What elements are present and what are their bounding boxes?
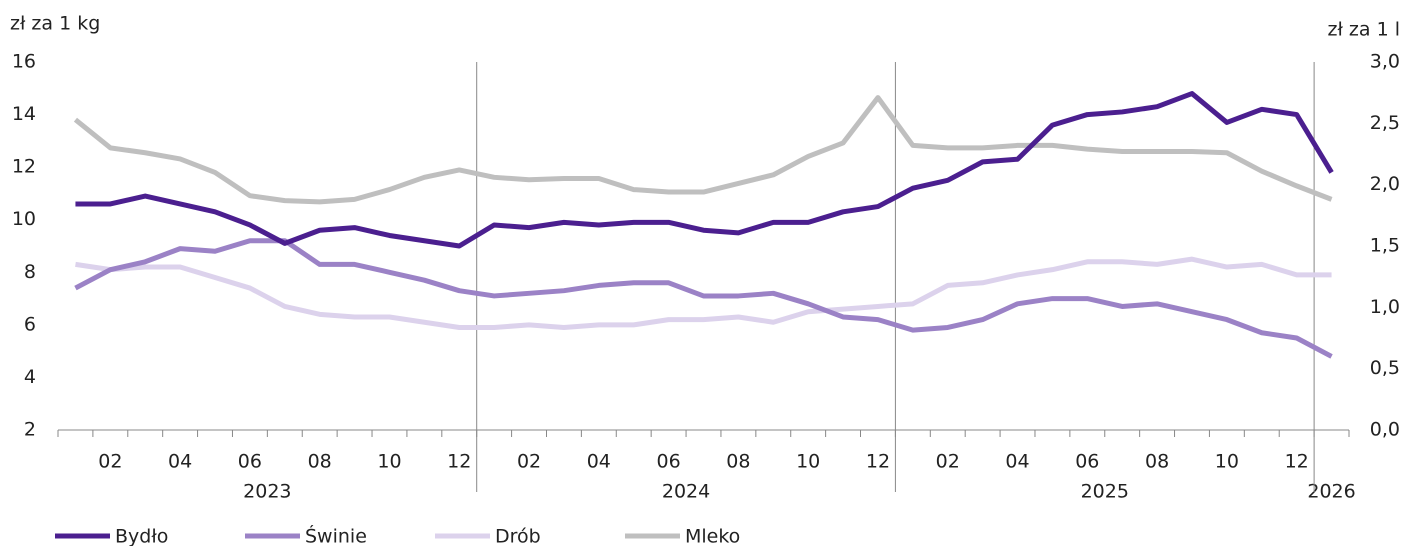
x-tick-label: 04 bbox=[587, 451, 611, 473]
year-label: 2023 bbox=[243, 481, 291, 503]
x-tick-label: 08 bbox=[308, 451, 332, 473]
x-tick-label: 06 bbox=[1075, 451, 1099, 473]
legend-label: Mleko bbox=[685, 526, 740, 546]
series-line bbox=[75, 91, 1334, 249]
x-tick-label: 02 bbox=[98, 451, 122, 473]
y-tick-label: 8 bbox=[24, 261, 36, 283]
year-label: 2026 bbox=[1307, 481, 1355, 503]
y2-tick-label: 1,5 bbox=[1370, 235, 1400, 257]
y-tick-label: 4 bbox=[24, 366, 36, 388]
x-tick-label: 04 bbox=[1005, 451, 1029, 473]
y-tick-label: 12 bbox=[12, 156, 36, 178]
x-tick-label: 06 bbox=[657, 451, 681, 473]
x-tick-label: 10 bbox=[1215, 451, 1239, 473]
x-tick-label: 10 bbox=[796, 451, 820, 473]
series-line bbox=[75, 256, 1332, 330]
x-tick-label: 08 bbox=[1145, 451, 1169, 473]
series-line bbox=[74, 238, 1333, 359]
y2-tick-label: 1,0 bbox=[1370, 296, 1400, 318]
legend-label: Świnie bbox=[305, 524, 367, 546]
y2-tick-label: 0,5 bbox=[1370, 357, 1400, 379]
x-tick-label: 02 bbox=[517, 451, 541, 473]
year-label: 2025 bbox=[1081, 481, 1129, 503]
x-tick-label: 12 bbox=[866, 451, 890, 473]
series-line bbox=[73, 95, 1333, 205]
y-axis-label: zł za 1 kg bbox=[10, 13, 100, 35]
y2-tick-label: 2,5 bbox=[1370, 112, 1400, 134]
x-tick-label: 04 bbox=[168, 451, 192, 473]
y2-tick-label: 2,0 bbox=[1370, 173, 1400, 195]
y-tick-label: 6 bbox=[24, 313, 36, 335]
x-tick-label: 10 bbox=[377, 451, 401, 473]
x-tick-label: 12 bbox=[447, 451, 471, 473]
legend-label: Drób bbox=[495, 526, 541, 546]
y-tick-label: 10 bbox=[12, 208, 36, 230]
legend-label: Bydło bbox=[115, 526, 168, 546]
y-tick-label: 14 bbox=[12, 103, 36, 125]
year-label: 2024 bbox=[662, 481, 710, 503]
y2-tick-label: 3,0 bbox=[1370, 51, 1400, 73]
y2-tick-label: 0,0 bbox=[1370, 419, 1400, 441]
x-tick-label: 08 bbox=[726, 451, 750, 473]
y-tick-label: 2 bbox=[24, 419, 36, 441]
x-tick-label: 12 bbox=[1285, 451, 1309, 473]
y2-axis-label: zł za 1 l bbox=[1328, 19, 1400, 41]
x-tick-label: 06 bbox=[238, 451, 262, 473]
y-tick-label: 16 bbox=[12, 51, 36, 73]
x-tick-label: 02 bbox=[936, 451, 960, 473]
